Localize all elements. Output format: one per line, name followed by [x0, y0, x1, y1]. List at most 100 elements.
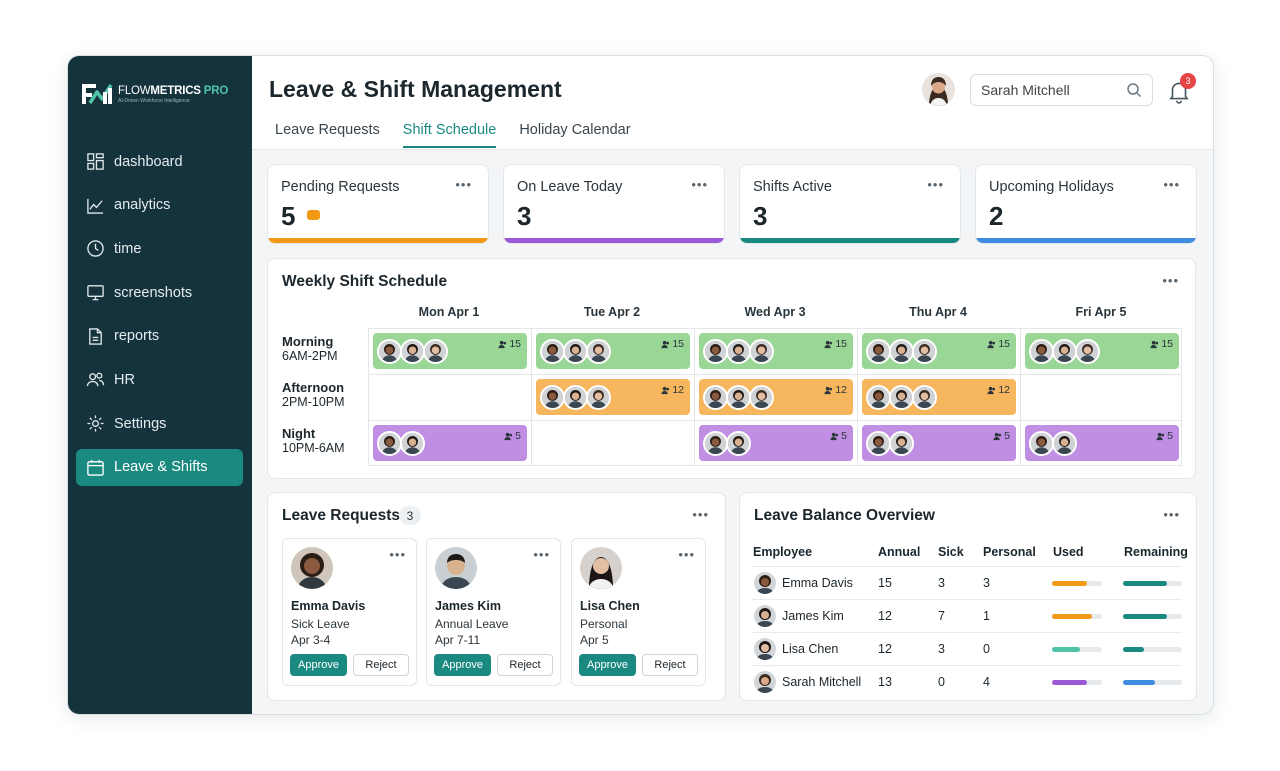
gear-icon	[87, 415, 104, 432]
shift-block-morning[interactable]: 15	[699, 333, 853, 369]
avatar-photo	[922, 73, 955, 106]
stat-label: Shifts Active	[753, 179, 832, 195]
sidebar-item-label: dashboard	[114, 153, 183, 170]
sidebar-item-time[interactable]: time	[76, 230, 243, 267]
avatar-photo	[868, 432, 889, 454]
user-avatar[interactable]	[922, 73, 955, 106]
tab-shift-schedule[interactable]: Shift Schedule	[402, 122, 497, 148]
remaining-progress-bar	[1123, 680, 1182, 685]
sidebar-item-settings[interactable]: Settings	[76, 405, 243, 442]
annual-days: 12	[878, 609, 892, 623]
main-content: Leave & Shift Management Leave Requests …	[252, 56, 1213, 714]
more-options-icon[interactable]: •••	[389, 547, 406, 562]
column-header: Employee	[753, 545, 813, 559]
shift-block-morning[interactable]: 15	[1025, 333, 1179, 369]
stat-value: 2	[989, 201, 1004, 231]
avatar-photo	[868, 386, 889, 408]
avatar-photo	[1031, 432, 1052, 454]
employee-name: Emma Davis	[782, 576, 853, 590]
reject-button[interactable]: Reject	[353, 654, 409, 676]
avatar	[749, 384, 774, 410]
personal-days: 4	[983, 675, 990, 689]
stat-label: Upcoming Holidays	[989, 179, 1114, 195]
avatar-photo	[580, 547, 622, 589]
more-options-icon[interactable]: •••	[455, 177, 472, 192]
shift-block-morning[interactable]: 15	[373, 333, 527, 369]
avatar-photo	[914, 340, 935, 362]
avatar-photo	[291, 547, 333, 589]
reject-button[interactable]: Reject	[642, 654, 698, 676]
avatar	[703, 430, 728, 456]
sick-days: 3	[938, 576, 945, 590]
more-options-icon[interactable]: •••	[1163, 507, 1180, 522]
avatar-photo	[379, 432, 400, 454]
remaining-progress-bar	[1123, 614, 1182, 619]
stat-accent-bar	[740, 238, 960, 243]
table-row[interactable]: James Kim 12 7 1	[752, 599, 1182, 631]
people-icon	[824, 386, 833, 394]
table-row[interactable]: Lisa Chen 12 3 0	[752, 632, 1182, 664]
shift-block-morning[interactable]: 15	[536, 333, 690, 369]
assigned-staff-avatars	[703, 384, 774, 410]
day-header: Thu Apr 4	[909, 305, 967, 319]
more-options-icon[interactable]: •••	[533, 547, 550, 562]
column-header: Remaining	[1124, 545, 1188, 559]
remaining-progress-bar	[1123, 581, 1182, 586]
avatar-photo	[542, 340, 563, 362]
avatar	[377, 430, 402, 456]
search-icon[interactable]	[1126, 82, 1142, 98]
brand-logo[interactable]: FLOWMETRICS PRO AI-Driven Workforce Inte…	[81, 82, 228, 106]
search-box[interactable]	[970, 74, 1153, 106]
tab-leave-requests[interactable]: Leave Requests	[275, 122, 380, 138]
approve-button[interactable]: Approve	[290, 654, 347, 676]
search-input[interactable]	[981, 82, 1121, 98]
shift-block-afternoon[interactable]: 12	[862, 379, 1016, 415]
approve-button[interactable]: Approve	[434, 654, 491, 676]
leave-dates: Apr 3-4	[291, 633, 331, 647]
shift-hours: 10PM-6AM	[282, 441, 345, 455]
more-options-icon[interactable]: •••	[1163, 177, 1180, 192]
sidebar-item-hr[interactable]: HR	[76, 361, 243, 398]
stat-label: Pending Requests	[281, 179, 400, 195]
avatar-photo	[751, 386, 772, 408]
avatar-photo	[1054, 432, 1075, 454]
more-options-icon[interactable]: •••	[691, 177, 708, 192]
sidebar-item-analytics[interactable]: analytics	[76, 187, 243, 224]
shift-block-afternoon[interactable]: 12	[699, 379, 853, 415]
leave-type: Annual Leave	[435, 617, 509, 631]
sidebar-item-dashboard[interactable]: dashboard	[76, 143, 243, 180]
shift-block-night[interactable]: 5	[862, 425, 1016, 461]
more-options-icon[interactable]: •••	[1162, 273, 1179, 288]
table-row[interactable]: Emma Davis 15 3 3	[752, 566, 1182, 598]
reject-button[interactable]: Reject	[497, 654, 553, 676]
leave-request-card: ••• James Kim Annual Leave Apr 7-11 Appr…	[426, 538, 561, 686]
avatar	[889, 430, 914, 456]
sidebar-item-reports[interactable]: reports	[76, 318, 243, 355]
table-row[interactable]: Sarah Mitchell 13 0 4	[752, 665, 1182, 697]
tab-holiday-calendar[interactable]: Holiday Calendar	[519, 122, 631, 138]
staff-count-value: 5	[841, 430, 847, 442]
more-options-icon[interactable]: •••	[927, 177, 944, 192]
weekly-shift-schedule-panel: Weekly Shift Schedule ••• Mon Apr 1 Tue …	[267, 258, 1196, 479]
shift-block-night[interactable]: 5	[699, 425, 853, 461]
avatar-photo	[588, 386, 609, 408]
sidebar-item-label: reports	[114, 328, 160, 345]
shift-block-night[interactable]: 5	[1025, 425, 1179, 461]
shift-block-afternoon[interactable]: 12	[536, 379, 690, 415]
annual-days: 15	[878, 576, 892, 590]
panel-title: Leave Requests	[282, 507, 401, 524]
approve-button[interactable]: Approve	[579, 654, 636, 676]
avatar	[754, 671, 776, 693]
avatar	[912, 384, 937, 410]
annual-days: 13	[878, 675, 892, 689]
pending-indicator	[307, 210, 320, 220]
sidebar-item-leave-shifts[interactable]: Leave & Shifts	[76, 448, 243, 486]
avatar-photo	[402, 340, 423, 362]
shift-block-night[interactable]: 5	[373, 425, 527, 461]
more-options-icon[interactable]: •••	[692, 507, 709, 522]
more-options-icon[interactable]: •••	[678, 547, 695, 562]
sidebar-item-screenshots[interactable]: screenshots	[76, 274, 243, 311]
avatar-photo	[754, 605, 776, 627]
shift-block-morning[interactable]: 15	[862, 333, 1016, 369]
grid-divider	[1020, 329, 1021, 465]
